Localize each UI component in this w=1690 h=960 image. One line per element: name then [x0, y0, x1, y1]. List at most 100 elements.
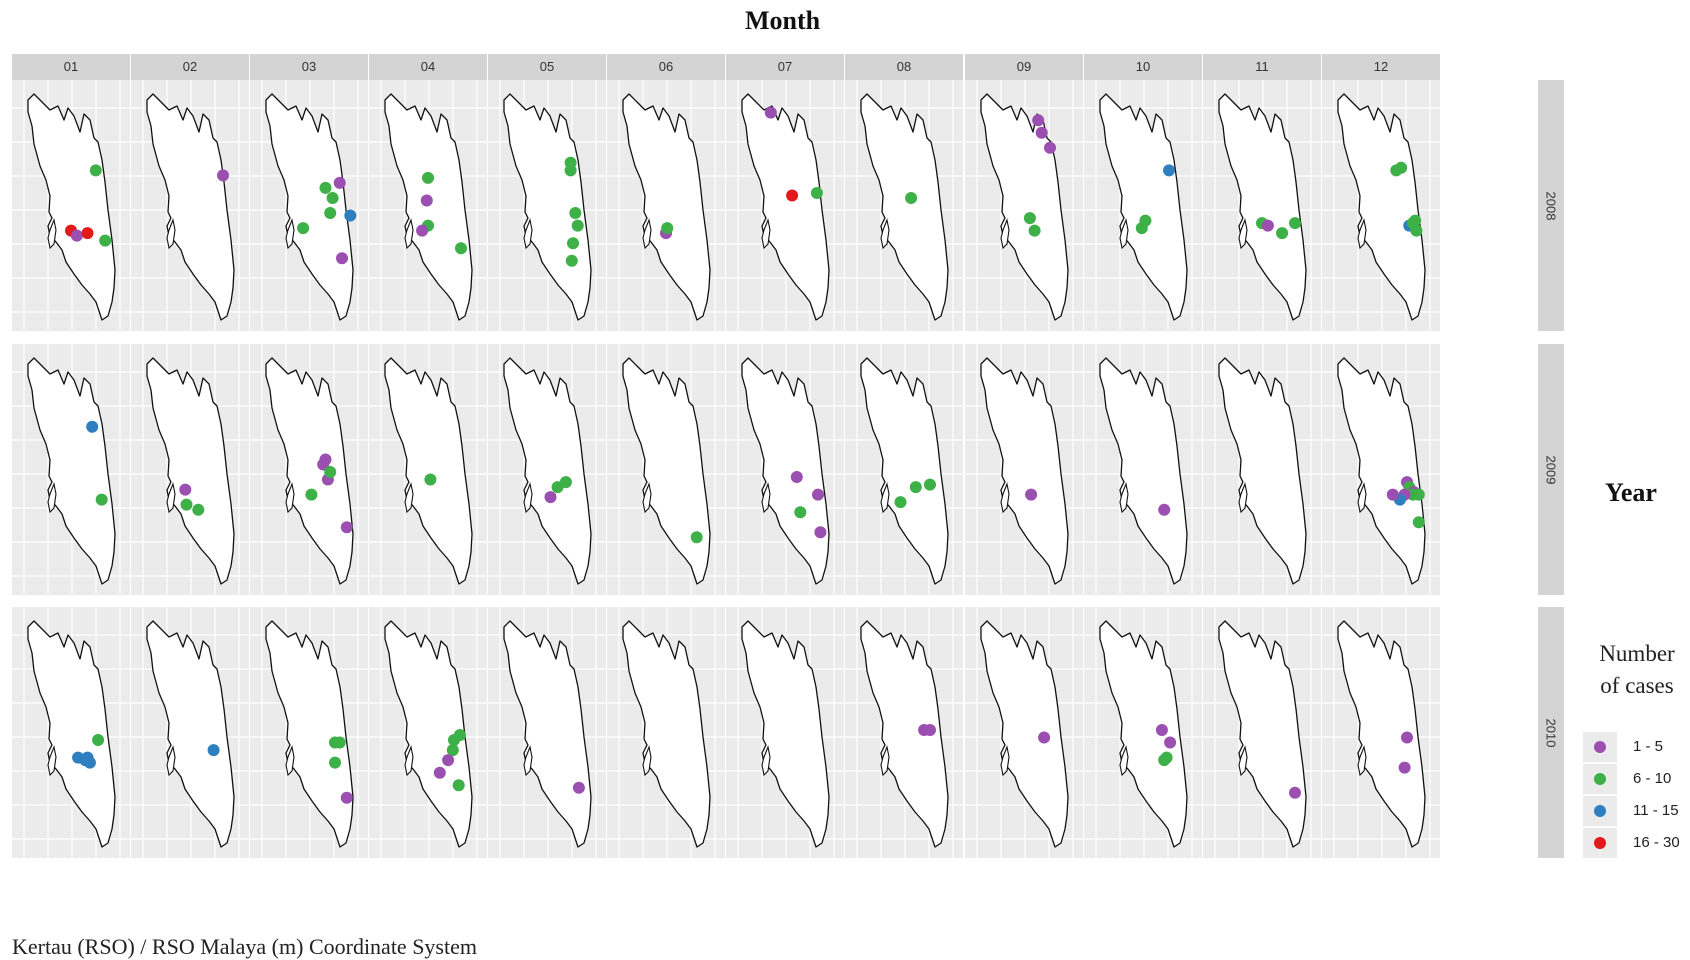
legend-key	[1583, 732, 1617, 762]
state-outline	[1337, 620, 1426, 848]
case-point	[81, 751, 94, 764]
coastal-islands	[166, 745, 176, 777]
case-point	[924, 724, 936, 736]
coastal-islands	[285, 218, 295, 250]
case-point	[567, 237, 579, 250]
map-panel-2008-09	[965, 80, 1083, 331]
legend-label: 6 - 10	[1633, 770, 1672, 787]
case-point	[329, 756, 341, 769]
case-point	[571, 219, 584, 232]
case-point	[217, 169, 229, 182]
month-strip-03: 03	[250, 54, 368, 80]
map-panel-2010-09	[965, 607, 1083, 858]
state-outline	[1218, 357, 1307, 585]
case-point	[420, 194, 433, 207]
map-panel-2010-08	[845, 607, 963, 858]
case-point	[81, 227, 94, 240]
case-point	[1028, 224, 1041, 237]
state-outline	[860, 357, 949, 585]
coastal-islands	[880, 218, 890, 250]
state-outline	[384, 93, 473, 321]
map-panel-2009-01	[12, 344, 130, 595]
year-strip-2010: 2010	[1538, 607, 1564, 858]
coastal-islands	[761, 745, 771, 777]
legend-item: 16 - 30	[1583, 828, 1689, 858]
case-point	[794, 506, 807, 519]
legend-title-line2: of cases	[1600, 673, 1674, 698]
state-outline	[980, 620, 1069, 848]
map-panel-2008-12	[1322, 80, 1440, 331]
case-point	[565, 254, 578, 267]
map-panel-2010-11	[1203, 607, 1321, 858]
case-point	[924, 478, 936, 491]
case-point	[1158, 503, 1171, 516]
map-panel-2008-07	[726, 80, 844, 331]
state-outline	[384, 620, 473, 848]
coastal-islands	[1238, 482, 1248, 514]
coastal-islands	[1119, 218, 1129, 250]
coastal-islands	[1000, 745, 1010, 777]
month-strip-06: 06	[607, 54, 725, 80]
case-point	[99, 234, 112, 247]
case-point	[86, 420, 99, 433]
map-panel-2009-06	[607, 344, 725, 595]
coordinate-system-caption: Kertau (RSO) / RSO Malaya (m) Coordinate…	[12, 934, 477, 959]
row-facet-title: Year	[1605, 478, 1657, 507]
coastal-islands	[404, 745, 414, 777]
chart-title: Month	[744, 6, 821, 35]
case-point	[1386, 488, 1399, 501]
case-point	[572, 781, 585, 794]
case-point	[905, 192, 918, 204]
map-panel-2009-11	[1203, 344, 1321, 595]
coastal-islands	[523, 482, 533, 514]
coastal-islands	[880, 482, 890, 514]
map-panel-2008-08	[845, 80, 963, 331]
case-point	[433, 766, 446, 779]
state-outline	[741, 357, 830, 585]
case-point	[70, 229, 83, 242]
legend-label: 11 - 15	[1633, 802, 1679, 819]
legend-label: 1 - 5	[1633, 738, 1664, 755]
coastal-islands	[285, 482, 295, 514]
year-strip-2009: 2009	[1538, 344, 1564, 595]
case-point	[453, 729, 466, 741]
coastal-islands	[1000, 482, 1010, 514]
case-point	[95, 493, 108, 506]
case-point	[1409, 214, 1422, 227]
map-panel-2008-10	[1084, 80, 1202, 331]
case-point	[661, 222, 674, 235]
coastal-islands	[1238, 218, 1248, 250]
coastal-islands	[761, 218, 771, 250]
map-panel-2010-02	[131, 607, 249, 858]
legend-item: 1 - 5	[1583, 732, 1689, 762]
map-panel-2010-01	[12, 607, 130, 858]
state-outline	[980, 357, 1069, 585]
case-point	[179, 483, 192, 496]
coastal-islands	[642, 218, 652, 250]
coastal-islands	[642, 482, 652, 514]
case-point	[207, 744, 220, 757]
state-outline	[1099, 357, 1188, 585]
case-point	[442, 754, 455, 767]
legend-label: 16 - 30	[1633, 834, 1680, 851]
case-point	[333, 176, 346, 189]
map-panel-2009-02	[131, 344, 249, 595]
case-point	[569, 207, 582, 219]
case-point	[305, 488, 318, 501]
case-point	[422, 171, 434, 184]
map-panel-2008-01	[12, 80, 130, 331]
coastal-islands	[1000, 218, 1010, 250]
case-point	[1412, 516, 1425, 529]
coastal-islands	[761, 482, 771, 514]
case-point	[1412, 488, 1425, 501]
month-strip-07: 07	[726, 54, 844, 80]
case-point	[452, 779, 465, 792]
map-panel-2010-10	[1084, 607, 1202, 858]
case-point	[324, 207, 337, 219]
month-strip-01: 01	[12, 54, 130, 80]
state-outline	[265, 357, 354, 585]
case-point	[909, 481, 922, 494]
map-panel-2009-10	[1084, 344, 1202, 595]
case-point	[812, 488, 824, 501]
legend-key	[1583, 796, 1617, 826]
